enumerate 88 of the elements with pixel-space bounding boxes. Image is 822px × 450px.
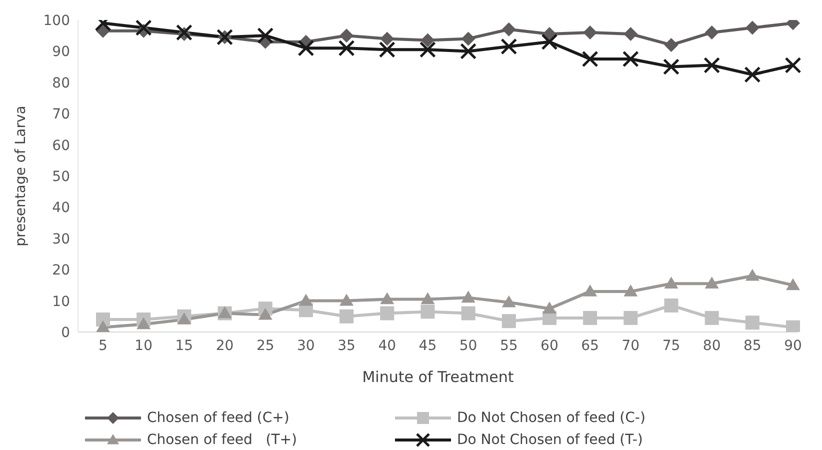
y-tick-label: 0	[61, 324, 70, 341]
x-tick-label: 55	[500, 338, 518, 354]
point	[420, 304, 435, 319]
point	[664, 38, 678, 52]
point	[380, 292, 394, 304]
point	[380, 306, 394, 320]
y-tick-label: 30	[52, 231, 70, 248]
legend-label: Do Not Chosen of feed (T-)	[457, 432, 643, 448]
point	[541, 34, 558, 50]
y-tick-label: 10	[52, 294, 70, 310]
y-tick-label: 40	[52, 200, 70, 216]
legend-label: Do Not Chosen of feed (C-)	[457, 410, 646, 426]
point	[378, 41, 396, 58]
point	[502, 314, 516, 328]
x-tick-label: 80	[702, 338, 721, 354]
point	[460, 42, 477, 60]
point	[135, 20, 152, 36]
point	[624, 310, 638, 325]
y-tick-label: 100	[43, 12, 70, 29]
point	[622, 50, 639, 68]
x-tick-label: 60	[540, 338, 558, 354]
x-tick-label: 90	[784, 338, 802, 354]
y-tick-label: 70	[52, 106, 70, 123]
point	[340, 294, 354, 306]
x-tick-label: 65	[581, 338, 599, 354]
point	[461, 32, 476, 46]
point	[786, 278, 800, 290]
point	[340, 309, 354, 324]
point	[500, 38, 518, 55]
point	[745, 316, 760, 330]
point	[298, 40, 314, 56]
x-tick-label: 10	[134, 338, 152, 354]
x-tick-label: 5	[98, 338, 108, 354]
point	[461, 306, 476, 320]
point	[662, 58, 680, 76]
point	[542, 302, 556, 314]
point	[461, 290, 476, 303]
point	[583, 25, 598, 40]
point	[624, 27, 638, 42]
point	[340, 28, 354, 43]
point	[704, 56, 720, 74]
point	[258, 308, 272, 320]
point	[502, 295, 516, 308]
x-tick-label: 75	[662, 338, 680, 354]
point	[583, 310, 598, 325]
y-tick-label: 20	[52, 262, 70, 279]
point	[664, 276, 678, 289]
x-axis-title: Minute of Treatment	[362, 368, 514, 386]
y-tick-label: 90	[52, 44, 70, 60]
point	[338, 40, 355, 56]
point	[704, 276, 719, 289]
point	[136, 317, 151, 330]
x-tick-label: 45	[418, 338, 437, 354]
y-tick-label: 60	[52, 138, 70, 154]
point	[704, 25, 719, 40]
x-tick-label: 40	[378, 338, 396, 354]
point	[380, 32, 394, 46]
point	[583, 284, 598, 296]
y-tick-label: 80	[52, 75, 70, 92]
point	[177, 312, 192, 324]
point	[298, 294, 313, 306]
x-tick-label: 20	[216, 338, 234, 354]
point	[624, 284, 638, 296]
point	[96, 320, 110, 332]
legend-label: Chosen of feed (T+)	[147, 432, 297, 448]
x-tick-label: 70	[622, 338, 640, 354]
y-tick-label: 50	[52, 168, 70, 185]
point	[744, 66, 761, 83]
point	[502, 22, 516, 36]
x-tick-label: 25	[256, 338, 274, 354]
point	[582, 50, 598, 68]
x-tick-label: 50	[459, 338, 478, 354]
point	[420, 33, 435, 48]
point	[664, 298, 678, 312]
x-tick-label: 30	[297, 338, 315, 354]
point	[419, 41, 436, 58]
legend-label: Chosen of feed (C+)	[147, 410, 290, 426]
point	[176, 24, 192, 41]
point	[257, 27, 274, 44]
point	[784, 56, 802, 74]
x-tick-label: 35	[338, 338, 356, 354]
point	[704, 310, 719, 325]
y-axis-title: presentage of Larva	[12, 106, 29, 246]
point	[420, 292, 435, 304]
point	[745, 20, 760, 35]
x-tick-label: 15	[175, 338, 194, 354]
x-tick-label: 85	[744, 338, 762, 354]
point	[745, 268, 760, 281]
